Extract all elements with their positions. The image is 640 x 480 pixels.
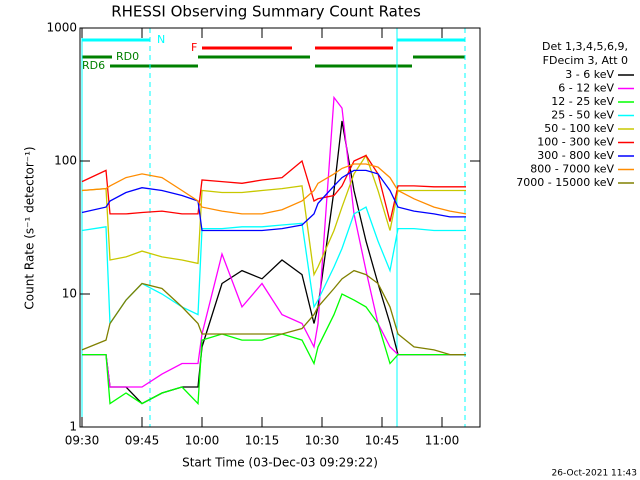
legend-label: 800 - 7000 keV [530, 163, 614, 176]
series-line [82, 293, 466, 406]
annotation: N [157, 33, 165, 46]
legend-label: 50 - 100 keV [544, 122, 614, 135]
plot-frame [79, 27, 481, 428]
y-tick-label: 100 [54, 154, 77, 168]
annotation: RD6 [82, 59, 105, 72]
footer: 26-Oct-2021 11:43 [552, 469, 637, 479]
legend-label: 12 - 25 keV [551, 95, 614, 108]
y-tick-label: 1000 [46, 21, 77, 35]
series-line [81, 154, 466, 277]
legend-label: 25 - 50 keV [551, 109, 614, 122]
legend-label: 7000 - 15000 keV [516, 176, 614, 189]
annotation: F [191, 41, 197, 54]
series-line [81, 169, 466, 232]
x-tick-label: 11:00 [425, 434, 460, 448]
series-line [82, 95, 466, 388]
x-tick-label: 10:45 [365, 434, 400, 448]
legend-label: 3 - 6 keV [565, 68, 614, 81]
legend-header: Det 1,3,4,5,6,9, [542, 40, 628, 53]
legend-label: 6 - 12 keV [558, 82, 614, 95]
saa-lines [81, 28, 466, 427]
x-tick-label: 10:00 [185, 434, 220, 448]
y-tick-label: 1 [69, 420, 77, 434]
x-tick-label: 10:30 [305, 434, 340, 448]
chart-title: RHESSI Observing Summary Count Rates [111, 3, 421, 21]
x-axis-label: Start Time (03-Dec-03 09:29:22) [182, 456, 378, 470]
flag-bars [82, 38, 465, 68]
legend-label: 300 - 800 keV [537, 149, 614, 162]
y-tick-label: 10 [62, 287, 77, 301]
legend-label: 100 - 300 keV [537, 136, 614, 149]
series-line [81, 206, 466, 326]
y-axis-label: Count Rate (s⁻¹ detector⁻¹) [23, 146, 37, 309]
series-line [81, 269, 466, 356]
annotation: RD0 [116, 50, 139, 63]
x-tick-label: 09:30 [65, 434, 100, 448]
x-tick-label: 09:45 [125, 434, 160, 448]
x-tick-label: 10:15 [245, 434, 280, 448]
legend-header: FDecim 3, Att 0 [543, 54, 628, 67]
series-line [81, 154, 466, 222]
series-line [81, 163, 467, 215]
